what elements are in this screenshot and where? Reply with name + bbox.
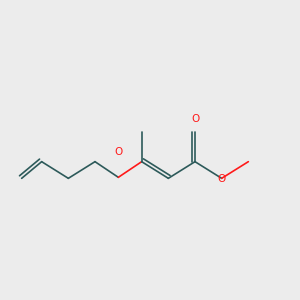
Text: O: O: [218, 174, 226, 184]
Text: O: O: [191, 114, 199, 124]
Text: O: O: [114, 147, 122, 157]
